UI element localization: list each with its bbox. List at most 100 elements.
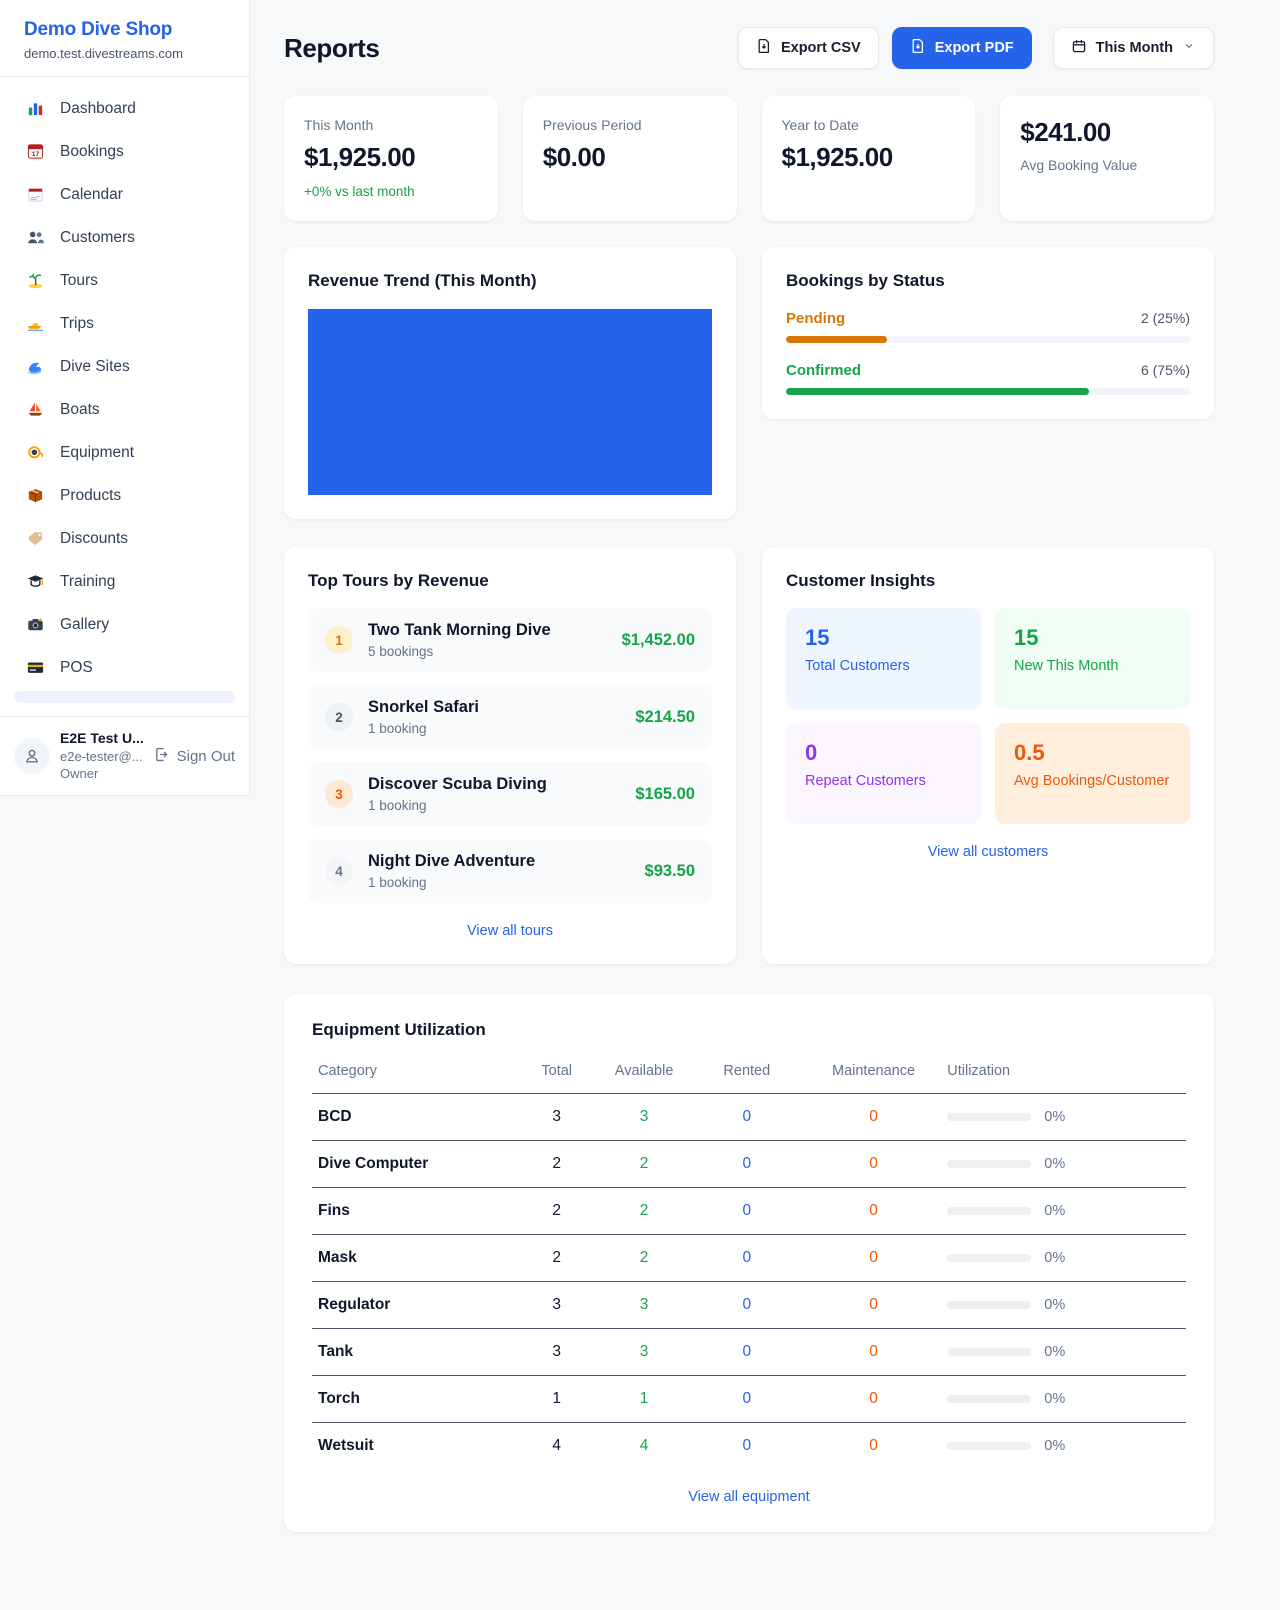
equipment-row-bcd: BCD 3 3 0 0 0%: [312, 1094, 1186, 1141]
equipment-category: Fins: [318, 1202, 350, 1219]
sidebar-item-label: Dive Sites: [60, 357, 130, 375]
insight-card-repeat-customers: 0 Repeat Customers: [786, 723, 981, 824]
tour-bookings: 1 booking: [368, 875, 427, 890]
brand[interactable]: Demo Dive Shop demo.test.divestreams.com: [0, 0, 249, 77]
sidebar-item-pos[interactable]: POS: [12, 646, 237, 689]
stat-label: Year to Date: [781, 117, 859, 133]
tour-name: Discover Scuba Diving: [368, 775, 547, 793]
stat-delta: +0% vs last month: [304, 184, 415, 199]
tour-revenue: $214.50: [635, 707, 695, 726]
insight-label: New This Month: [1014, 658, 1119, 674]
sidebar-item-training[interactable]: Training: [12, 560, 237, 603]
tour-rank-badge: 1: [325, 626, 353, 654]
sidebar-item-label: Dashboard: [60, 99, 136, 117]
equipment-rented: 0: [742, 1249, 752, 1266]
tour-info: Snorkel Safari 1 booking: [368, 698, 479, 736]
file-download-icon: [756, 38, 772, 58]
sidebar-item-customers[interactable]: Customers: [12, 216, 237, 259]
equipment-rented: 0: [742, 1390, 752, 1407]
stat-value: $241.00: [1020, 117, 1111, 147]
period-dropdown[interactable]: This Month: [1052, 27, 1214, 69]
status-label: Confirmed: [786, 362, 861, 379]
equipment-rented: 0: [742, 1343, 752, 1360]
status-count: 2 (25%): [1140, 310, 1190, 326]
tour-row-snorkel-safari: 2 Snorkel Safari 1 booking $214.50: [308, 685, 712, 749]
sign-out-button[interactable]: Sign Out: [153, 746, 235, 767]
tour-revenue: $165.00: [635, 784, 695, 803]
view-all-tours-link[interactable]: View all tours: [467, 923, 553, 939]
equipment-total: 2: [552, 1249, 562, 1266]
sidebar-item-tours[interactable]: Tours: [12, 259, 237, 302]
utilization-bar: [947, 1442, 1032, 1450]
equipment-available: 3: [639, 1296, 649, 1313]
utilization-percent: 0%: [1044, 1391, 1066, 1407]
equipment-row-wetsuit: Wetsuit 4 4 0 0 0%: [312, 1423, 1186, 1470]
sidebar-item-boats[interactable]: Boats: [12, 388, 237, 431]
sidebar-item-products[interactable]: Products: [12, 474, 237, 517]
equipment-maintenance: 0: [869, 1249, 878, 1266]
view-all-customers-link[interactable]: View all customers: [927, 844, 1049, 860]
tour-info: Two Tank Morning Dive 5 bookings: [368, 621, 551, 659]
status-progress-track: [786, 388, 1190, 395]
tour-list: 1 Two Tank Morning Dive 5 bookings $1,452.0…: [308, 608, 712, 903]
export-pdf-button[interactable]: Export PDF: [891, 27, 1032, 69]
utilization-percent: 0%: [1044, 1250, 1066, 1266]
equipment-maintenance: 0: [869, 1202, 878, 1219]
wave-icon: [26, 357, 46, 377]
export-csv-button[interactable]: Export CSV: [737, 27, 879, 69]
equipment-total: 1: [552, 1390, 562, 1407]
equipment-col-rented: Rented: [723, 1063, 771, 1079]
user-role: Owner: [60, 766, 99, 782]
stat-value: $1,925.00: [304, 142, 416, 172]
sidebar-item-label: Training: [60, 572, 116, 590]
user-info: E2E Test U... e2e-tester@... Owner: [60, 729, 144, 783]
sidebar-item-dashboard[interactable]: Dashboard: [12, 87, 237, 130]
svg-text:17: 17: [32, 150, 40, 157]
sidebar-item-discounts[interactable]: Discounts: [12, 517, 237, 560]
tour-row-night-dive-adventure: 4 Night Dive Adventure 1 booking $93.50: [308, 839, 712, 903]
equipment-utilization-title: Equipment Utilization: [312, 1020, 486, 1039]
equipment-utilization: 0%: [941, 1282, 1186, 1329]
utilization-cell: 0%: [947, 1344, 1180, 1360]
sidebar-item-trips[interactable]: Trips: [12, 302, 237, 345]
user-panel: E2E Test U... e2e-tester@... Owner Sign …: [0, 716, 249, 795]
top-tours-card: Top Tours by Revenue 1 Two Tank Morning D…: [284, 547, 736, 964]
tour-info: Night Dive Adventure 1 booking: [368, 852, 535, 890]
utilization-cell: 0%: [947, 1391, 1180, 1407]
equipment-available: 3: [639, 1343, 649, 1360]
revenue-trend-title: Revenue Trend (This Month): [308, 271, 537, 290]
equipment-row-torch: Torch 1 1 0 0 0%: [312, 1376, 1186, 1423]
sidebar-item-reports-active[interactable]: [14, 691, 235, 703]
tour-name: Snorkel Safari: [368, 698, 479, 716]
utilization-percent: 0%: [1044, 1203, 1066, 1219]
sidebar-item-label: Trips: [60, 314, 94, 332]
status-label: Pending: [786, 310, 846, 327]
sidebar-item-label: Calendar: [60, 185, 123, 203]
insight-value: 15: [1014, 625, 1039, 650]
equipment-rented: 0: [742, 1155, 752, 1172]
charts-row: Revenue Trend (This Month) Bookings by S…: [284, 247, 1214, 519]
view-all-equipment-row: View all equipment: [312, 1488, 1186, 1506]
sidebar-item-bookings[interactable]: 17 Bookings: [12, 130, 237, 173]
tour-bookings: 1 booking: [368, 721, 427, 736]
sidebar-item-gallery[interactable]: Gallery: [12, 603, 237, 646]
equipment-row-mask: Mask 2 2 0 0 0%: [312, 1235, 1186, 1282]
customer-insights-title: Customer Insights: [786, 571, 936, 590]
utilization-bar: [947, 1254, 1032, 1262]
insight-label: Avg Bookings/Customer: [1014, 773, 1170, 789]
sidebar-item-equipment[interactable]: Equipment: [12, 431, 237, 474]
sidebar-item-calendar[interactable]: Calendar: [12, 173, 237, 216]
equipment-table-header: Category Total Available Rented Maintenance U…: [312, 1053, 1186, 1094]
insight-card-new-this-month: 15 New This Month: [995, 608, 1190, 709]
revenue-trend-card: Revenue Trend (This Month): [284, 247, 736, 519]
equipment-available: 2: [639, 1249, 649, 1266]
user-name: E2E Test U...: [60, 730, 144, 747]
user-email: e2e-tester@...: [60, 748, 143, 764]
equipment-row-dive-computer: Dive Computer 2 2 0 0 0%: [312, 1141, 1186, 1188]
revenue-trend-bar: [308, 309, 712, 495]
utilization-cell: 0%: [947, 1297, 1180, 1313]
equipment-total: 3: [552, 1343, 562, 1360]
view-all-equipment-link[interactable]: View all equipment: [688, 1489, 810, 1505]
insights-row: Top Tours by Revenue 1 Two Tank Morning D…: [284, 547, 1214, 964]
sidebar-item-dive-sites[interactable]: Dive Sites: [12, 345, 237, 388]
